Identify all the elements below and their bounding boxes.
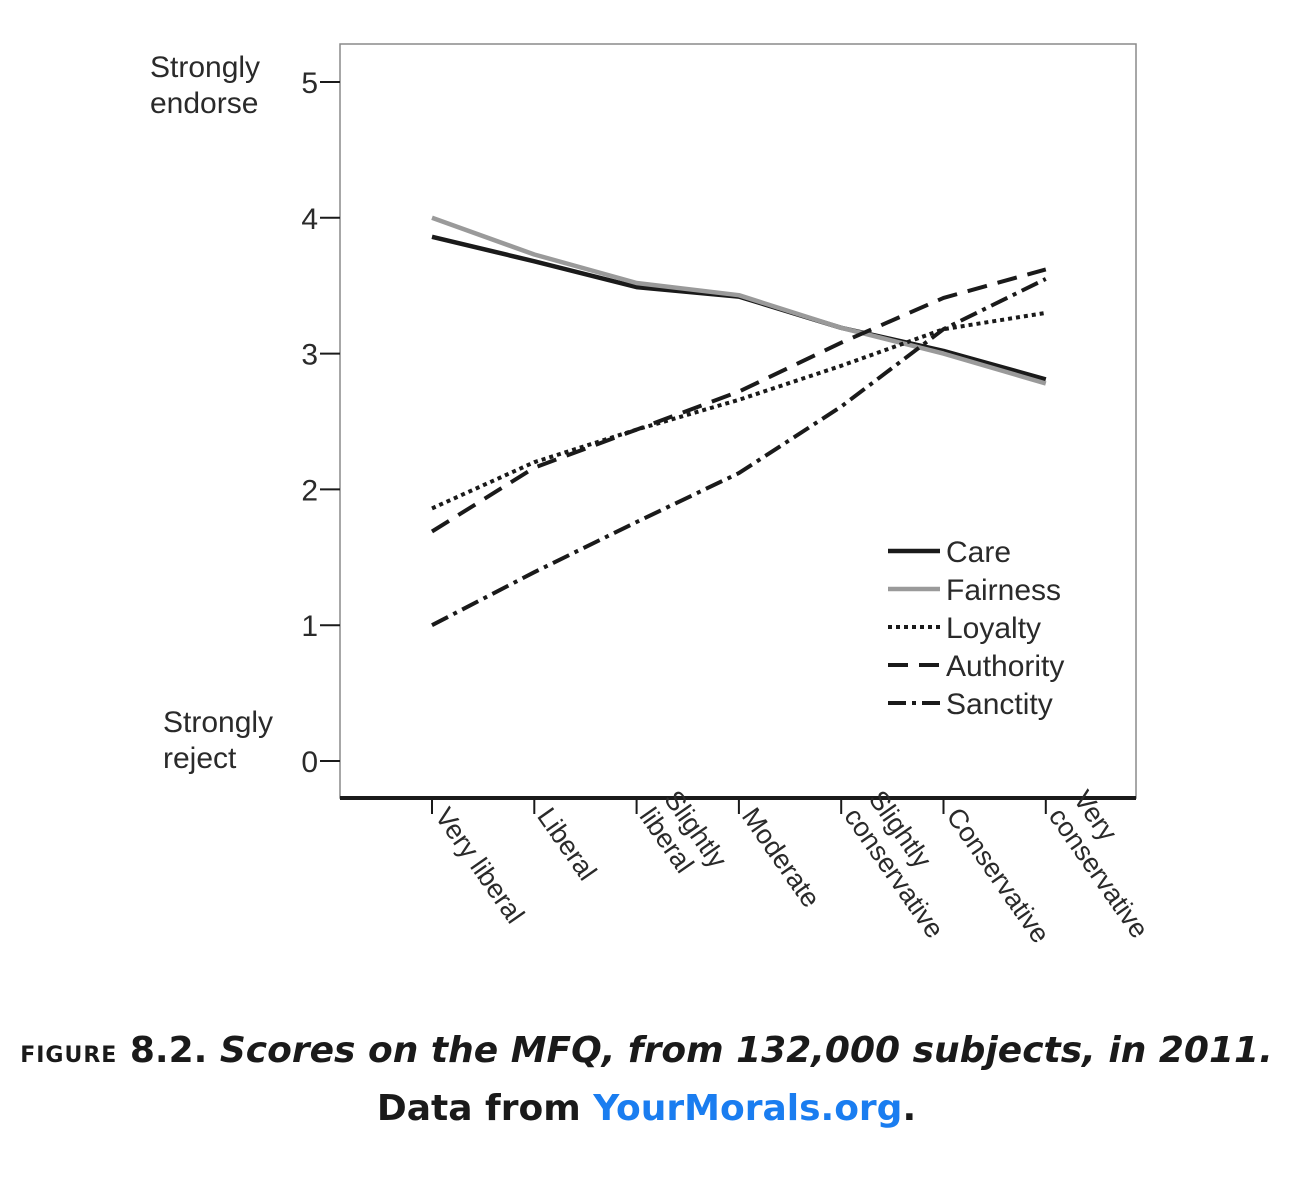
x-tick-label: Liberal [531, 802, 602, 886]
figure-number: 8.2. [129, 1030, 208, 1071]
y-axis: 0 1 2 3 4 5 Strongly endorse Strongly reject [150, 51, 340, 779]
legend-label-care: Care [946, 536, 1011, 569]
legend: Care Fairness Loyalty Authority Sanctity [888, 536, 1064, 721]
svg-text:Very liberal: Very liberal [429, 802, 530, 929]
y-tick-label: 1 [301, 610, 318, 643]
source-prefix: Data from [376, 1088, 581, 1129]
series-line-loyalty [431, 310, 1047, 511]
y-tick-label: 5 [301, 67, 318, 100]
figure-title: Scores on the MFQ, from 132,000 subjects… [219, 1030, 1273, 1071]
y-tick-label: 0 [301, 746, 318, 779]
plot-border [339, 43, 1137, 799]
x-tick-label: Very liberal [429, 802, 530, 929]
legend-label-loyalty: Loyalty [946, 612, 1041, 645]
legend-label-fairness: Fairness [946, 574, 1061, 607]
series-lines [430, 215, 1047, 627]
series-line-sanctity [431, 277, 1047, 627]
y-label-strongly-reject: Strongly reject [163, 706, 273, 775]
svg-text:Conservative: Conservative [941, 802, 1056, 948]
y-tick-label: 3 [301, 339, 318, 372]
plot-frame [339, 43, 1137, 800]
figure-word: FIGURE [20, 1043, 118, 1068]
series-line-authority [430, 267, 1047, 534]
source-link[interactable]: YourMorals.org [593, 1088, 903, 1129]
legend-label-sanctity: Sanctity [946, 688, 1053, 721]
svg-text:Liberal: Liberal [531, 802, 602, 886]
legend-label-authority: Authority [946, 650, 1064, 683]
series-line-fairness [431, 215, 1047, 386]
figure-caption-source: Data from YourMorals.org. [0, 1088, 1293, 1129]
y-tick-label: 4 [301, 203, 318, 236]
x-tick-label: Conservative [941, 802, 1056, 948]
source-suffix: . [902, 1088, 917, 1129]
figure-caption-title: FIGURE 8.2. Scores on the MFQ, from 132,… [0, 1030, 1293, 1071]
x-tick-label: Moderate [736, 802, 826, 913]
mfq-line-chart: 0 1 2 3 4 5 Strongly endorse Strongly reject Very… [150, 43, 1155, 949]
y-tick-label: 2 [301, 474, 318, 507]
svg-text:Moderate: Moderate [736, 802, 826, 913]
y-label-strongly-endorse: Strongly endorse [150, 51, 260, 120]
